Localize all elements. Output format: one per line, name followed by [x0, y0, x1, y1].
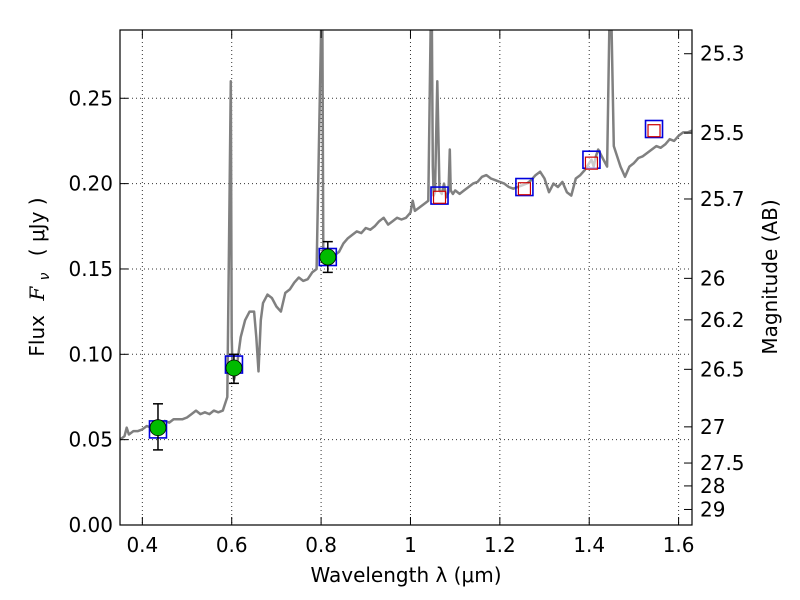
model-point: [515, 177, 534, 197]
y2-axis-label: Magnitude (AB): [758, 199, 782, 354]
x-tick-label: 1.2: [484, 533, 516, 557]
y-tick-label: 0.10: [68, 342, 113, 366]
y-tick-label: 0.20: [68, 172, 113, 196]
grid-layer: [120, 30, 692, 525]
plot-frame: [119, 29, 693, 526]
y-tick-label: 0.25: [68, 86, 113, 110]
x-tick-label: 0.4: [126, 533, 158, 557]
y-axis-label-symbol: F: [25, 286, 49, 302]
y2-tick-label: 26.2: [700, 308, 745, 332]
y2-tick-label: 28: [700, 474, 725, 498]
y-tick-label: 0.15: [68, 257, 113, 281]
y-axis-label-unit: ( μJy ): [25, 197, 49, 256]
model-point: [644, 119, 664, 139]
observed-point: [225, 359, 243, 377]
y2-tick-label: 25.7: [700, 187, 745, 211]
y-axis-label-prefix: Flux: [25, 315, 49, 357]
x-tick-label: 0.8: [305, 533, 337, 557]
y2-tick-label: 27: [700, 415, 725, 439]
y2-tick-label: 27.5: [700, 451, 745, 475]
y-tick-label: 0.05: [68, 428, 113, 452]
model-point: [430, 186, 449, 205]
upper-limit-point: [584, 156, 599, 170]
y2-tick-label: 26: [700, 266, 725, 290]
tick-layer: 0.4 0.6 0.8 1 1.2 1.4 1.6 0.00 0.05 0.10 0.15 0.20 0…: [68, 30, 745, 557]
upper-limit-point: [432, 190, 447, 204]
y-axis-label: Flux F ν ( μJy ): [25, 197, 54, 356]
plot-layer: [120, 30, 692, 451]
y-axis-label-subscript: ν: [37, 272, 53, 280]
y2-tick-label: 25.3: [700, 42, 745, 66]
y2-tick-label: 29: [700, 497, 725, 521]
y2-tick-label: 26.5: [700, 357, 745, 381]
x-axis-label: Wavelength λ (μm): [310, 563, 501, 587]
x-tick-label: 1.6: [663, 533, 695, 557]
observed-point: [319, 248, 337, 266]
svg-text:Flux F ν ( μ: Flux F ν ( μJy ): [25, 197, 54, 356]
y-tick-label: 0.00: [68, 513, 113, 537]
y2-tick-label: 25.5: [700, 121, 745, 145]
x-tick-label: 1: [404, 533, 417, 557]
upper-limit-point: [517, 182, 532, 196]
observed-point: [149, 419, 167, 437]
upper-limit-point: [647, 124, 661, 138]
x-tick-label: 1.4: [573, 533, 605, 557]
x-tick-label: 0.6: [216, 533, 248, 557]
